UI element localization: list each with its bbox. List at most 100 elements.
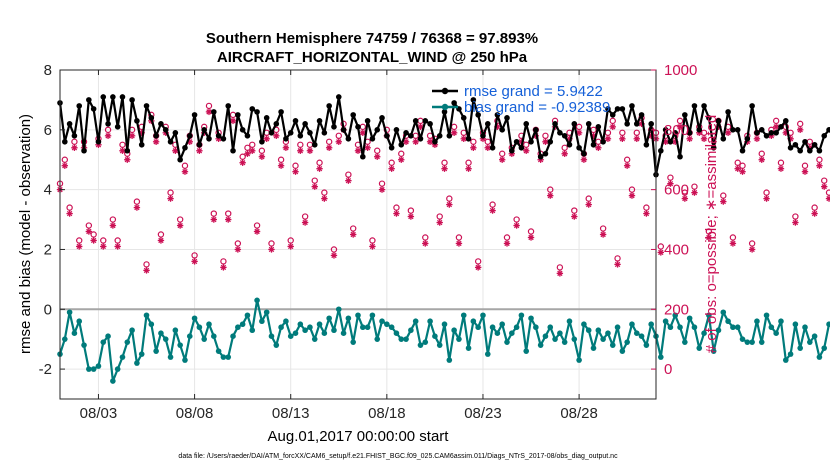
legend: rmse grand = 5.9422 bias grand = -0.9238… xyxy=(432,83,610,116)
bias-point xyxy=(398,336,405,342)
rmse-point xyxy=(172,130,179,136)
bias-point xyxy=(518,312,525,319)
bias-point xyxy=(614,324,621,331)
bias-point xyxy=(379,318,385,325)
bias-point xyxy=(225,354,232,360)
rmse-point xyxy=(278,109,284,115)
bias-point xyxy=(816,354,823,360)
bias-point xyxy=(802,324,808,331)
bias-point xyxy=(494,330,501,337)
rmse-point xyxy=(90,106,97,112)
y-left-tick-label: 4 xyxy=(44,182,52,199)
obs-possible-marker xyxy=(167,189,174,196)
bias-point xyxy=(460,312,467,319)
obs-possible-marker xyxy=(316,159,323,166)
rmse-point xyxy=(561,133,568,139)
rmse-point xyxy=(576,144,582,151)
rmse-point xyxy=(552,121,558,127)
obs-possible-marker xyxy=(792,213,799,220)
bias-point xyxy=(677,324,683,331)
obs-possible-marker xyxy=(104,126,112,134)
obs-possible-marker xyxy=(542,132,549,139)
y-left-tick-label: 8 xyxy=(44,62,52,79)
obs-assimilated-marker xyxy=(595,144,602,151)
obs-assimilated-marker xyxy=(321,195,328,202)
obs-assimilated-marker xyxy=(364,144,371,151)
rmse-point xyxy=(350,112,356,118)
obs-possible-marker xyxy=(205,102,213,110)
bias-point xyxy=(590,345,597,351)
chart-title: Southern Hemisphere 74759 / 76368 = 97.8… xyxy=(206,30,538,47)
rmse-point xyxy=(758,127,765,133)
rmse-point xyxy=(249,106,256,112)
rmse-point xyxy=(177,156,183,163)
bias-point xyxy=(706,312,712,319)
obs-possible-marker xyxy=(441,159,448,166)
obs-assimilated-marker xyxy=(369,243,376,250)
bias-point xyxy=(62,336,68,342)
obs-assimilated-marker xyxy=(777,165,785,172)
bias-point xyxy=(749,339,755,345)
rmse-point xyxy=(504,115,510,121)
rmse-point xyxy=(225,103,232,109)
bias-point xyxy=(129,327,135,334)
rmse-point xyxy=(590,141,597,148)
obs-possible-marker xyxy=(821,177,828,184)
obs-assimilated-marker xyxy=(253,228,261,235)
obs-assimilated-marker xyxy=(196,147,203,154)
bias-point xyxy=(90,366,97,372)
rmse-point xyxy=(441,109,448,115)
bias-point xyxy=(523,348,530,354)
rmse-point xyxy=(186,133,193,139)
rmse-point xyxy=(162,127,169,133)
x-tick-label: 08/08 xyxy=(176,405,214,422)
obs-possible-marker xyxy=(71,138,78,145)
obs-assimilated-marker xyxy=(676,123,684,131)
bias-point xyxy=(403,336,409,342)
bias-point xyxy=(701,330,707,337)
bias-point xyxy=(384,321,390,328)
bias-point xyxy=(388,324,395,331)
bias-point xyxy=(768,324,775,331)
bias-point xyxy=(595,327,602,334)
rmse-point xyxy=(787,144,794,151)
rmse-point xyxy=(547,138,554,145)
bias-point xyxy=(268,333,275,339)
obs-possible-marker xyxy=(705,228,713,235)
obs-assimilated-marker xyxy=(330,252,338,259)
obs-assimilated-marker xyxy=(422,240,429,247)
rmse-point xyxy=(340,127,347,133)
obs-assimilated-marker xyxy=(455,240,463,247)
rmse-point xyxy=(619,106,626,112)
bias-point xyxy=(76,318,83,325)
bias-point xyxy=(571,336,578,342)
bias-point xyxy=(211,333,217,339)
obs-assimilated-marker xyxy=(244,150,251,157)
obs-possible-marker xyxy=(234,240,242,247)
rmse-point xyxy=(307,130,313,136)
obs-assimilated-marker xyxy=(436,219,443,226)
obs-assimilated-marker xyxy=(691,189,698,196)
bias-point xyxy=(167,354,174,360)
obs-possible-marker xyxy=(575,123,583,131)
bias-point xyxy=(259,318,265,325)
rmse-point xyxy=(124,147,131,154)
bias-point xyxy=(710,348,717,354)
bias-point xyxy=(235,324,241,331)
x-tick-label: 08/23 xyxy=(464,405,502,422)
obs-assimilated-marker xyxy=(393,210,400,217)
bias-point xyxy=(172,327,179,334)
obs-assimilated-marker xyxy=(513,222,520,229)
rmse-point xyxy=(311,141,318,148)
bias-point xyxy=(624,339,630,345)
bias-point xyxy=(465,345,472,351)
rmse-point xyxy=(465,135,472,142)
rmse-point xyxy=(316,118,323,124)
obs-possible-marker xyxy=(393,204,400,211)
obs-possible-marker xyxy=(90,231,97,238)
bias-point xyxy=(355,312,361,319)
obs-assimilated-marker xyxy=(825,195,830,202)
bias-series xyxy=(57,297,830,384)
rmse-point xyxy=(254,109,260,115)
obs-possible-marker xyxy=(239,153,246,160)
